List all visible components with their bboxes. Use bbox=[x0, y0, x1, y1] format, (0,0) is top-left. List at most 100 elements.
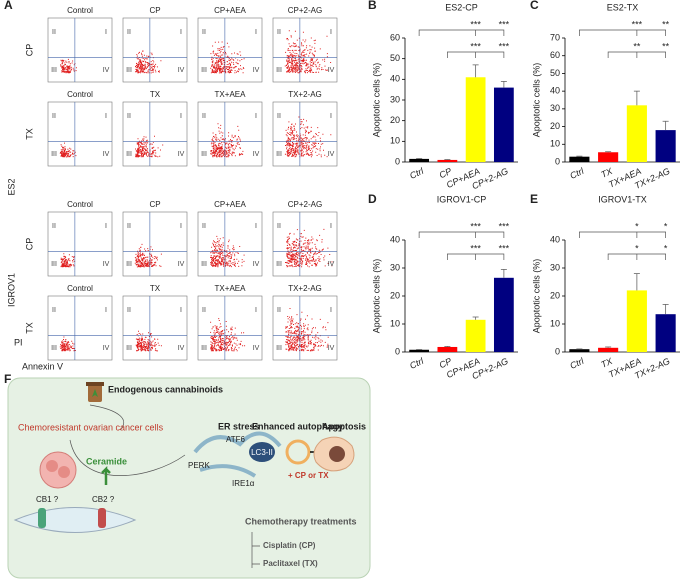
y-tick-label: 0 bbox=[395, 156, 400, 166]
dots bbox=[135, 330, 162, 352]
bar bbox=[437, 346, 458, 352]
y-axis-label: PI bbox=[14, 337, 23, 347]
plot-frame bbox=[47, 101, 113, 167]
significance-label: ** bbox=[662, 41, 670, 51]
er-icon bbox=[199, 464, 257, 478]
plot-title: CP+2-AG bbox=[288, 6, 322, 15]
dots bbox=[135, 135, 164, 158]
y-axis-label: Apoptotic cells (%) bbox=[371, 259, 381, 334]
significance-bracket bbox=[418, 29, 505, 36]
dots bbox=[284, 116, 332, 158]
bar bbox=[626, 105, 647, 162]
quadrant-label: II bbox=[277, 307, 281, 314]
bar bbox=[626, 290, 647, 352]
quadrant-label: I bbox=[105, 223, 107, 230]
significance-bracket bbox=[418, 231, 505, 238]
quadrant-label: III bbox=[276, 345, 282, 352]
quadrant-label: II bbox=[277, 223, 281, 230]
quadrant-label: III bbox=[51, 261, 57, 268]
y-tick-label: 0 bbox=[555, 156, 560, 166]
er-icon bbox=[193, 431, 282, 454]
significance-label: * bbox=[664, 243, 668, 253]
y-tick-label: 70 bbox=[550, 32, 560, 42]
quadrant-label: I bbox=[105, 113, 107, 120]
quadrant-label: I bbox=[330, 113, 332, 120]
plot-title: Control bbox=[67, 90, 93, 99]
significance-bracket bbox=[447, 51, 505, 58]
significance-label: *** bbox=[632, 19, 643, 29]
significance-label: *** bbox=[470, 41, 481, 51]
leaf-icon bbox=[92, 389, 98, 397]
quadrant-label: I bbox=[255, 113, 257, 120]
panel-label: C bbox=[530, 0, 539, 12]
quadrant-label: II bbox=[52, 29, 56, 36]
x-axis-label: Annexin V bbox=[22, 361, 63, 371]
significance-label: * bbox=[664, 221, 668, 231]
bar bbox=[598, 152, 619, 162]
y-tick-label: 10 bbox=[390, 136, 400, 146]
cell-icon bbox=[46, 460, 58, 472]
significance-bracket bbox=[447, 253, 505, 260]
y-tick-label: 40 bbox=[550, 234, 560, 244]
plot-frame bbox=[47, 17, 113, 83]
dots bbox=[210, 123, 244, 158]
panel-label: F bbox=[4, 372, 11, 386]
y-tick-label: 10 bbox=[550, 139, 560, 149]
panel-label: E bbox=[530, 192, 538, 206]
plot-frame bbox=[47, 211, 113, 277]
plot-title: TX bbox=[150, 90, 161, 99]
quadrant-label: IV bbox=[253, 261, 260, 268]
row-label: CP bbox=[24, 44, 34, 57]
y-tick-label: 30 bbox=[550, 103, 560, 113]
quadrant-label: I bbox=[180, 307, 182, 314]
significance-label: *** bbox=[499, 41, 510, 51]
quadrant-label: II bbox=[277, 29, 281, 36]
significance-bracket bbox=[579, 29, 666, 36]
row-label: CP bbox=[24, 238, 34, 251]
diagram-text: IRE1α bbox=[232, 479, 255, 488]
bar bbox=[493, 277, 514, 352]
panel-label: B bbox=[368, 0, 377, 12]
y-tick-label: 60 bbox=[550, 50, 560, 60]
diagram-text: Paclitaxel (TX) bbox=[263, 559, 318, 568]
x-tick-label: TX bbox=[599, 165, 615, 179]
plot-frame bbox=[272, 211, 338, 277]
diagram-text: Cisplatin (CP) bbox=[263, 541, 316, 550]
plot-title: Control bbox=[67, 200, 93, 209]
quadrant-label: IV bbox=[103, 151, 110, 158]
chart-title: ES2-TX bbox=[607, 2, 639, 12]
quadrant-label: II bbox=[277, 113, 281, 120]
quadrant-label: II bbox=[52, 223, 56, 230]
significance-label: * bbox=[635, 221, 639, 231]
bar bbox=[465, 77, 486, 162]
bar bbox=[409, 349, 430, 352]
plot-frame bbox=[47, 295, 113, 361]
plot-frame bbox=[197, 101, 263, 167]
quadrant-label: II bbox=[127, 113, 131, 120]
diagram-text: Apoptosis bbox=[322, 421, 366, 431]
y-tick-label: 20 bbox=[550, 121, 560, 131]
plot-title: CP+AEA bbox=[214, 200, 246, 209]
y-axis-label: Apoptotic cells (%) bbox=[371, 63, 381, 138]
diagram-text: Chemoresistant ovarian cancer cells bbox=[18, 422, 164, 432]
plot-frame bbox=[197, 295, 263, 361]
lysosome bbox=[285, 439, 311, 465]
quadrant-label: III bbox=[126, 261, 132, 268]
significance-label: *** bbox=[499, 243, 510, 253]
y-axis-label: Apoptotic cells (%) bbox=[531, 63, 541, 138]
quadrant-label: III bbox=[126, 67, 132, 74]
cell-line-label: IGROV1 bbox=[6, 273, 16, 307]
plot-frame bbox=[272, 295, 338, 361]
quadrant-label: II bbox=[202, 113, 206, 120]
chart-title: ES2-CP bbox=[445, 2, 478, 12]
y-tick-label: 20 bbox=[390, 115, 400, 125]
bar bbox=[655, 314, 676, 352]
y-tick-label: 0 bbox=[395, 346, 400, 356]
quadrant-label: III bbox=[201, 345, 207, 352]
cell-line-label: ES2 bbox=[6, 178, 16, 195]
plot-title: TX+AEA bbox=[215, 284, 247, 293]
y-tick-label: 40 bbox=[550, 86, 560, 96]
quadrant-label: II bbox=[52, 113, 56, 120]
quadrant-label: II bbox=[127, 223, 131, 230]
quadrant-label: III bbox=[276, 67, 282, 74]
